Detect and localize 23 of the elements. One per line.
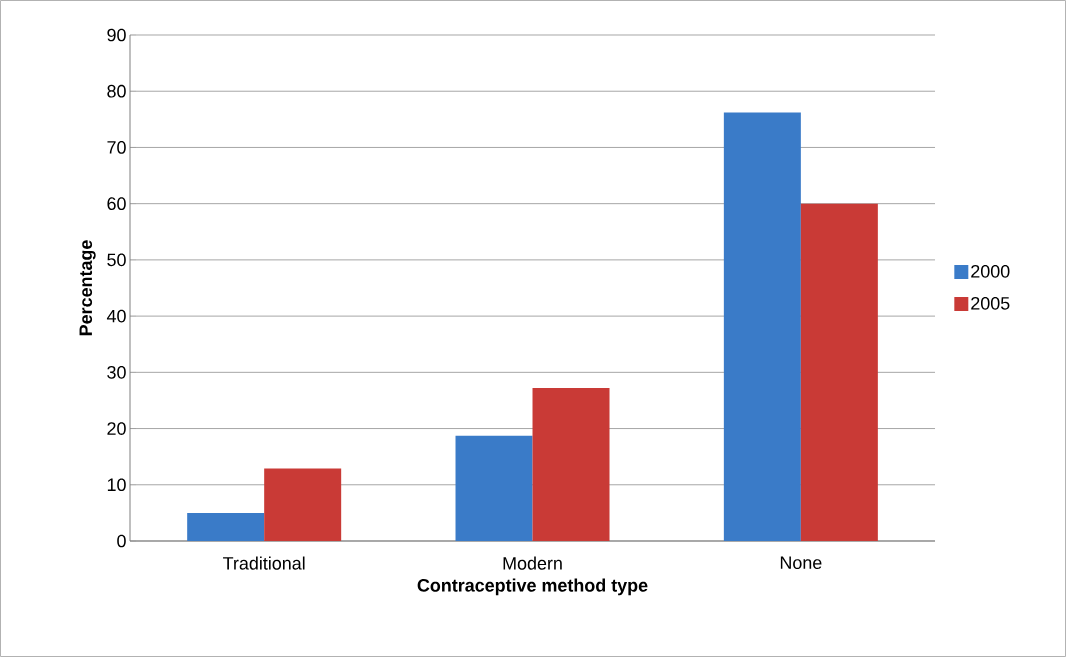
legend-label: 2005: [971, 296, 1010, 310]
y-tick-label: 30: [107, 365, 126, 379]
y-tick-label: 50: [107, 253, 126, 267]
bar: [723, 112, 801, 541]
y-tick-label: 80: [107, 84, 126, 98]
y-axis-title: Percentage: [79, 240, 96, 336]
x-tick-label: Traditional: [223, 556, 305, 570]
y-tick-label: 10: [107, 478, 126, 492]
y-tick-label: 0: [117, 534, 126, 548]
y-tick-label: 60: [107, 197, 126, 211]
bar: [264, 468, 342, 541]
y-tick-label: 90: [107, 28, 126, 42]
y-tick-label: 40: [106, 309, 126, 323]
x-tick-label: None: [780, 556, 822, 570]
bar: [532, 388, 610, 541]
x-axis-title: Contraceptive method type: [417, 578, 648, 596]
y-tick-label: 20: [107, 422, 126, 435]
x-tick-label: Modern: [503, 556, 562, 570]
bar: [455, 435, 533, 541]
bar: [800, 203, 878, 541]
bar: [187, 512, 265, 541]
legend-label: 2000: [971, 264, 1010, 278]
y-tick-label: 70: [107, 141, 126, 154]
